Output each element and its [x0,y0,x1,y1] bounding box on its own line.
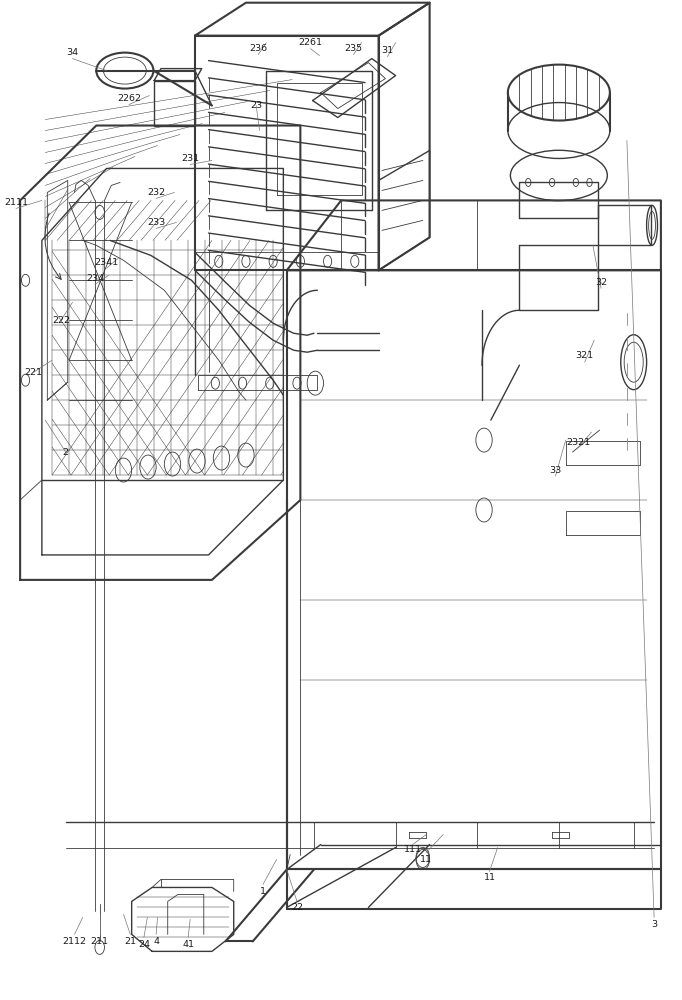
Text: 4: 4 [153,937,159,946]
Text: 3: 3 [651,920,657,929]
Text: 2112: 2112 [63,937,87,946]
Text: 31: 31 [381,46,394,55]
Text: 2: 2 [63,448,69,457]
Text: 2111: 2111 [4,198,28,207]
Text: 2262: 2262 [117,94,141,103]
Text: 222: 222 [52,316,70,325]
Text: 2341: 2341 [94,258,119,267]
Text: 11: 11 [420,855,432,864]
Text: 232: 232 [147,188,165,197]
Text: 235: 235 [344,44,363,53]
Text: 236: 236 [249,44,267,53]
Text: 11: 11 [484,873,496,882]
Text: 321: 321 [576,351,594,360]
Text: 2321: 2321 [566,438,590,447]
Text: 211: 211 [91,937,108,946]
Text: 21: 21 [124,937,136,946]
Text: 1: 1 [260,887,266,896]
Text: 111: 111 [404,845,421,854]
Text: 24: 24 [138,940,150,949]
Text: 34: 34 [66,48,78,57]
Text: 32: 32 [595,278,607,287]
Text: 221: 221 [25,368,43,377]
Text: 231: 231 [181,154,199,163]
Text: 22: 22 [291,903,303,912]
Text: 2261: 2261 [299,38,323,47]
Text: 33: 33 [549,466,561,475]
Text: 233: 233 [147,218,165,227]
Text: 23: 23 [250,101,262,110]
Text: 41: 41 [182,940,194,949]
Text: 234: 234 [86,274,104,283]
